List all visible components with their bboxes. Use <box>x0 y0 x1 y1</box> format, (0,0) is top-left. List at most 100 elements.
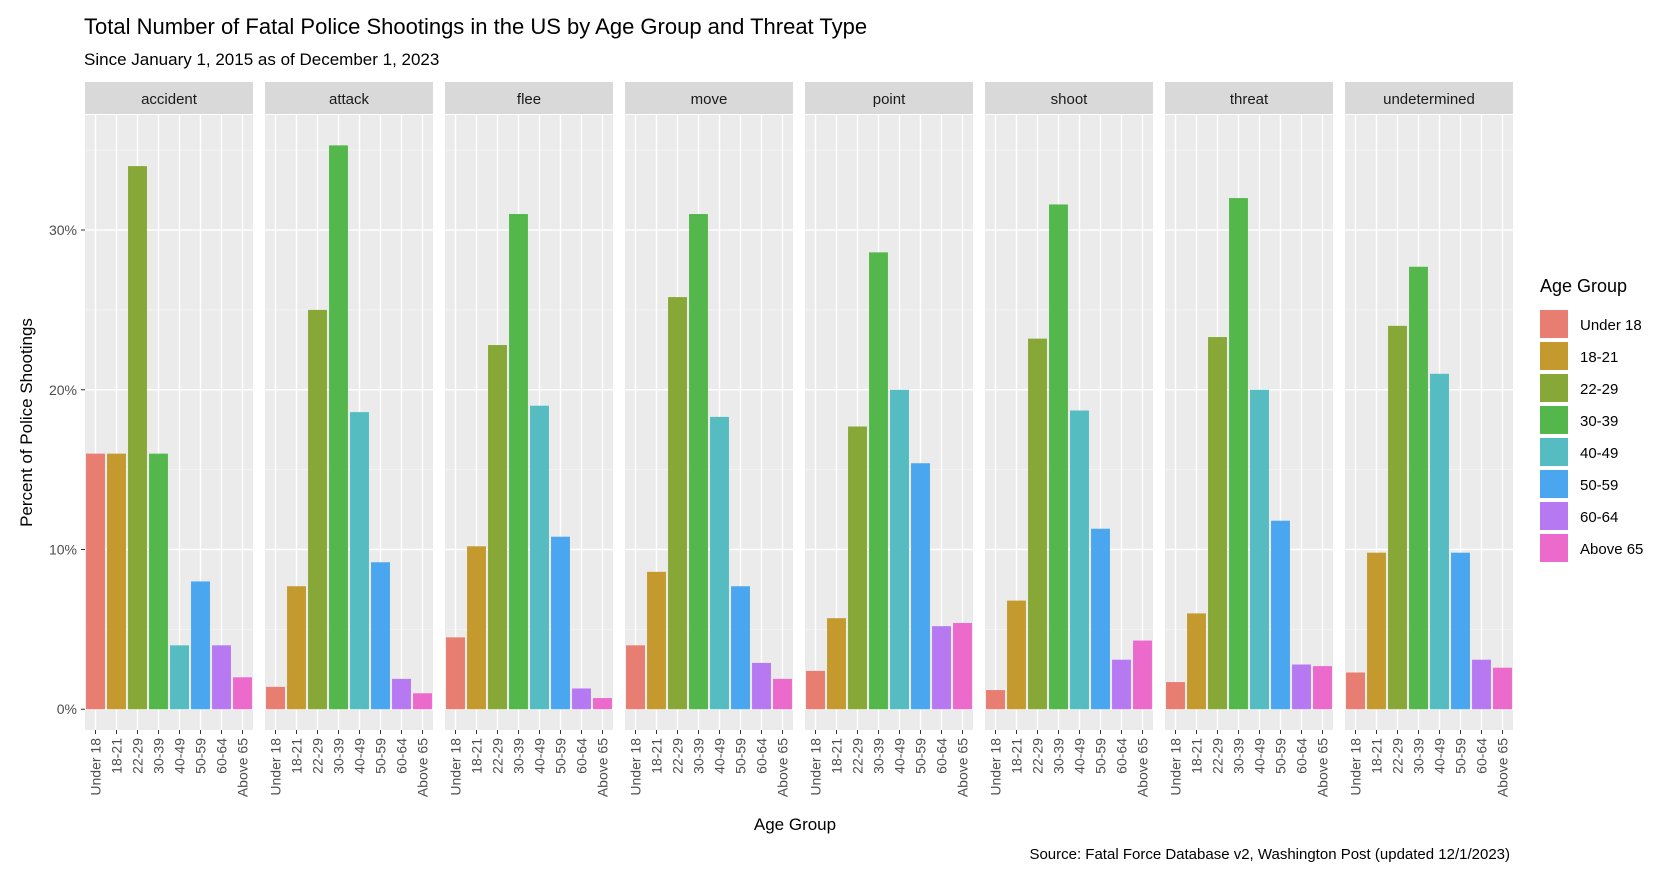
x-tick-label: 30-39 <box>1051 738 1067 774</box>
x-tick-label: 60-64 <box>394 738 410 774</box>
facet-strip-flee <box>445 82 613 114</box>
facet-strip-shoot <box>985 82 1153 114</box>
x-tick-label: 40-49 <box>1432 738 1448 774</box>
bar-threat-60-64 <box>1292 664 1311 710</box>
bar-flee-above-65 <box>593 698 612 710</box>
x-tick-label: 60-64 <box>1294 738 1310 774</box>
bar-attack-22-29 <box>308 309 327 710</box>
facet-label-shoot: shoot <box>1051 91 1089 108</box>
bar-point-above-65 <box>953 622 972 710</box>
bar-threat-above-65 <box>1313 666 1332 710</box>
bar-point-18-21 <box>827 618 846 710</box>
bar-undetermined-40-49 <box>1430 373 1449 710</box>
bar-undetermined-30-39 <box>1409 266 1428 710</box>
facet-label-point: point <box>873 91 906 108</box>
bar-accident-50-59 <box>191 581 210 710</box>
x-tick-label: 40-49 <box>172 738 188 774</box>
bar-point-30-39 <box>869 252 888 710</box>
legend-label: Under 18 <box>1580 317 1642 334</box>
bar-flee-30-39 <box>509 214 528 710</box>
bar-accident-60-64 <box>212 645 231 710</box>
x-tick-label: 40-49 <box>892 738 908 774</box>
x-tick-label: 50-59 <box>373 738 389 774</box>
bar-flee-22-29 <box>488 345 507 710</box>
bar-shoot-above-65 <box>1133 640 1152 710</box>
bar-undetermined-under-18 <box>1346 672 1365 710</box>
x-tick-label: 30-39 <box>511 738 527 774</box>
x-tick-label: Above 65 <box>775 738 791 797</box>
x-tick-label: 22-29 <box>1210 738 1226 774</box>
x-tick-label: 40-49 <box>532 738 548 774</box>
y-tick-label: 30% <box>49 222 77 238</box>
x-tick-label: 50-59 <box>193 738 209 774</box>
bar-attack-under-18 <box>266 686 285 710</box>
x-tick-label: Under 18 <box>808 738 824 796</box>
facet-strip-undetermined <box>1345 82 1513 114</box>
x-tick-label: 30-39 <box>151 738 167 774</box>
legend-label: 30-39 <box>1580 413 1618 430</box>
chart-caption: Source: Fatal Force Database v2, Washing… <box>1029 846 1510 863</box>
x-tick-label: Under 18 <box>268 738 284 796</box>
y-axis-title: Percent of Police Shootings <box>17 318 36 527</box>
bar-move-22-29 <box>668 297 687 710</box>
bar-flee-under-18 <box>446 637 465 710</box>
legend-title: Age Group <box>1540 276 1627 296</box>
bar-shoot-40-49 <box>1070 410 1089 710</box>
bar-attack-30-39 <box>329 145 348 710</box>
x-tick-label: 50-59 <box>733 738 749 774</box>
bar-attack-60-64 <box>392 678 411 710</box>
bar-flee-18-21 <box>467 546 486 710</box>
x-tick-label: 60-64 <box>1114 738 1130 774</box>
legend-label: 50-59 <box>1580 477 1618 494</box>
legend-label: Above 65 <box>1580 541 1643 558</box>
x-tick-label: 30-39 <box>871 738 887 774</box>
facet-strip-threat <box>1165 82 1333 114</box>
bar-move-above-65 <box>773 678 792 710</box>
bar-accident-40-49 <box>170 645 189 710</box>
x-tick-label: Above 65 <box>1315 738 1331 797</box>
bar-point-22-29 <box>848 426 867 710</box>
x-tick-label: 50-59 <box>913 738 929 774</box>
x-tick-label: Under 18 <box>988 738 1004 796</box>
y-tick-label: 20% <box>49 382 77 398</box>
bar-attack-above-65 <box>413 693 432 710</box>
legend-swatch <box>1540 374 1568 402</box>
bar-shoot-18-21 <box>1007 600 1026 710</box>
x-axis-title: Age Group <box>754 815 836 834</box>
legend-swatch <box>1540 342 1568 370</box>
x-tick-label: 22-29 <box>130 738 146 774</box>
x-tick-label: 18-21 <box>829 738 845 774</box>
y-tick-label: 0% <box>57 701 77 717</box>
bar-accident-30-39 <box>149 453 168 710</box>
chart-subtitle: Since January 1, 2015 as of December 1, … <box>84 50 440 69</box>
bar-undetermined-60-64 <box>1472 659 1491 710</box>
facet-label-accident: accident <box>141 91 198 108</box>
bar-move-40-49 <box>710 416 729 710</box>
x-tick-label: 40-49 <box>352 738 368 774</box>
x-tick-label: 40-49 <box>1072 738 1088 774</box>
bar-undetermined-22-29 <box>1388 325 1407 710</box>
x-tick-label: Under 18 <box>1168 738 1184 796</box>
facet-strip-accident <box>85 82 253 114</box>
x-tick-label: 18-21 <box>109 738 125 774</box>
bar-flee-50-59 <box>551 536 570 710</box>
x-tick-label: 40-49 <box>1252 738 1268 774</box>
bar-attack-50-59 <box>371 562 390 710</box>
bar-shoot-30-39 <box>1049 204 1068 710</box>
x-tick-label: 18-21 <box>469 738 485 774</box>
x-tick-label: 60-64 <box>934 738 950 774</box>
bar-threat-under-18 <box>1166 682 1185 710</box>
facet-strip-point <box>805 82 973 114</box>
x-tick-label: 30-39 <box>1231 738 1247 774</box>
chart-title: Total Number of Fatal Police Shootings i… <box>84 14 868 39</box>
x-tick-label: Above 65 <box>595 738 611 797</box>
x-tick-label: Under 18 <box>1348 738 1364 796</box>
facet-label-attack: attack <box>329 91 370 108</box>
bar-accident-above-65 <box>233 677 252 710</box>
bar-move-under-18 <box>626 645 645 710</box>
x-tick-label: Above 65 <box>235 738 251 797</box>
bar-attack-18-21 <box>287 586 306 710</box>
bar-accident-22-29 <box>128 166 147 710</box>
bar-threat-18-21 <box>1187 613 1206 710</box>
